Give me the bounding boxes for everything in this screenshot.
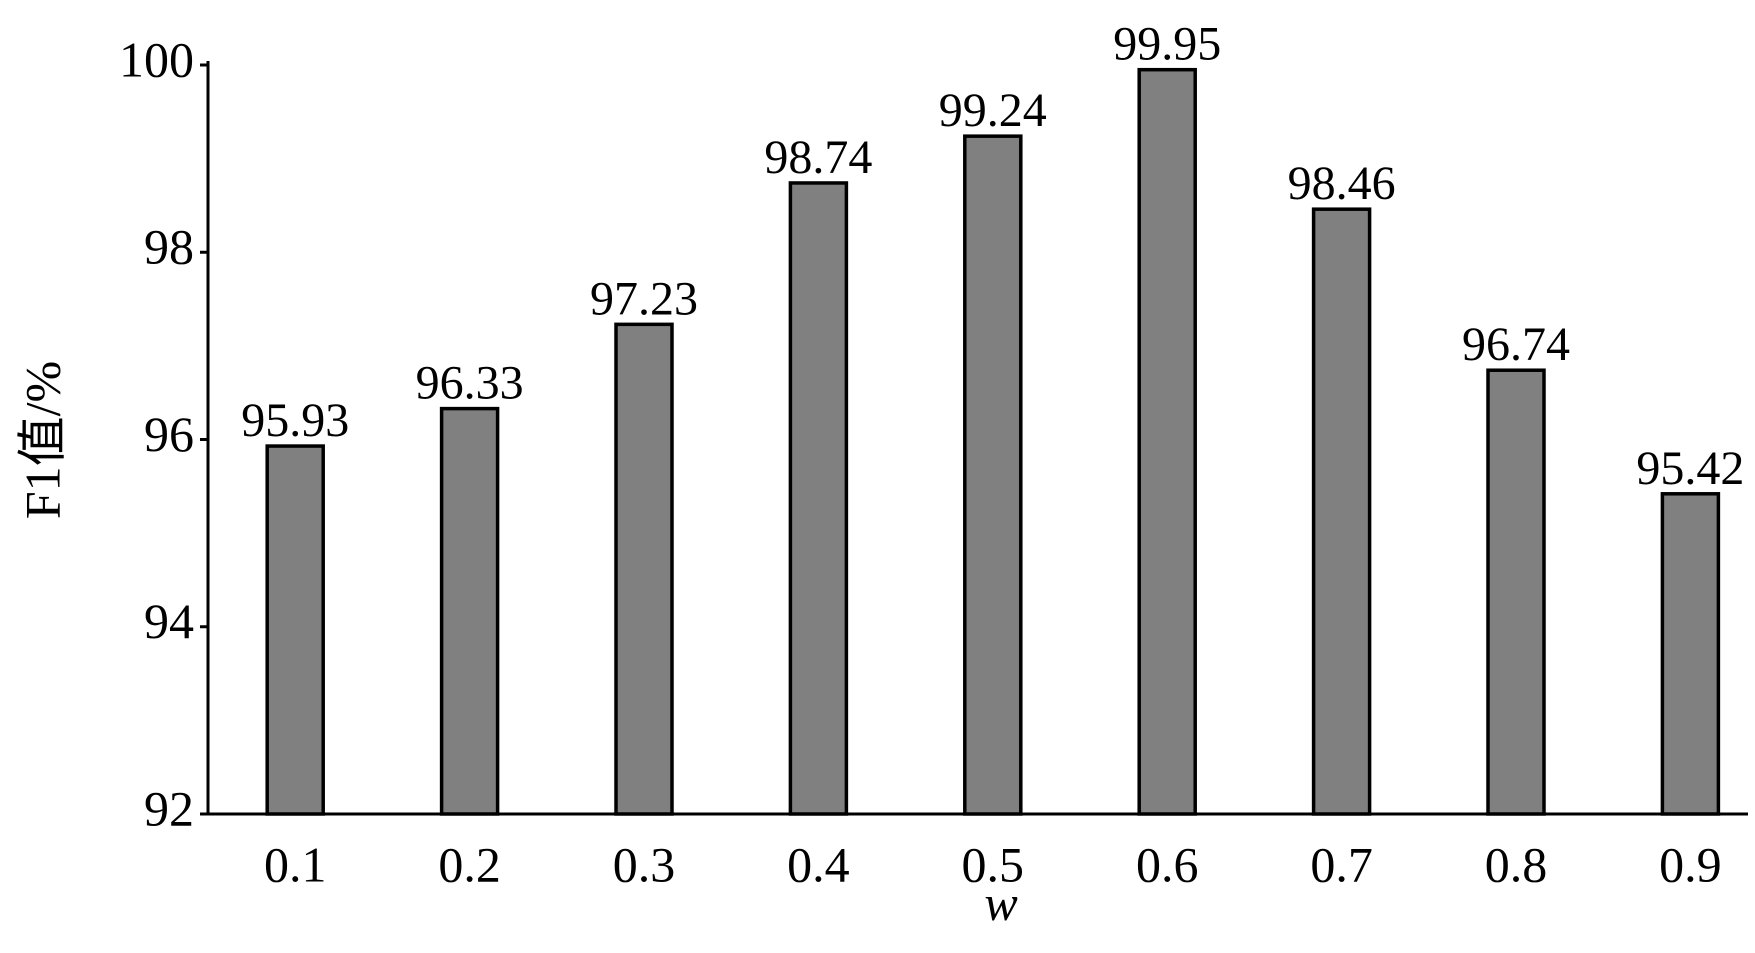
- bar: [614, 322, 674, 816]
- y-tick-label: 98: [144, 219, 194, 275]
- value-label: 95.42: [1636, 442, 1744, 495]
- value-label: 97.23: [590, 272, 698, 325]
- x-axis-label: w: [984, 875, 1017, 931]
- x-tick-label: 0.6: [1136, 836, 1199, 892]
- value-label: 98.46: [1288, 157, 1396, 210]
- x-tick-label: 0.2: [438, 836, 501, 892]
- value-label: 99.24: [939, 84, 1047, 137]
- value-label: 98.74: [764, 131, 872, 184]
- value-label: 96.33: [416, 357, 524, 410]
- x-tick-label: 0.3: [613, 836, 676, 892]
- value-label: 99.95: [1113, 18, 1221, 71]
- bar: [265, 444, 325, 816]
- x-tick-label: 0.4: [787, 836, 850, 892]
- x-tick-label: 0.9: [1659, 836, 1722, 892]
- bar: [1137, 67, 1197, 816]
- y-tick-label: 92: [144, 780, 194, 836]
- bar: [963, 134, 1023, 816]
- bar: [1486, 368, 1546, 816]
- value-label: 95.93: [241, 394, 349, 447]
- bar: [1660, 492, 1721, 816]
- bar: [439, 406, 500, 816]
- y-tick-label: 94: [144, 593, 194, 649]
- bar: [788, 181, 849, 816]
- y-tick-label: 96: [144, 406, 194, 462]
- x-tick-label: 0.1: [264, 836, 327, 892]
- x-tick-label: 0.8: [1485, 836, 1548, 892]
- bar: [1311, 207, 1372, 816]
- x-tick-label: 0.7: [1310, 836, 1373, 892]
- y-tick-label: 100: [119, 31, 194, 87]
- x-tick-label: 0.5: [962, 836, 1025, 892]
- y-axis-label: F1值/%: [14, 361, 70, 519]
- value-label: 96.74: [1462, 318, 1570, 371]
